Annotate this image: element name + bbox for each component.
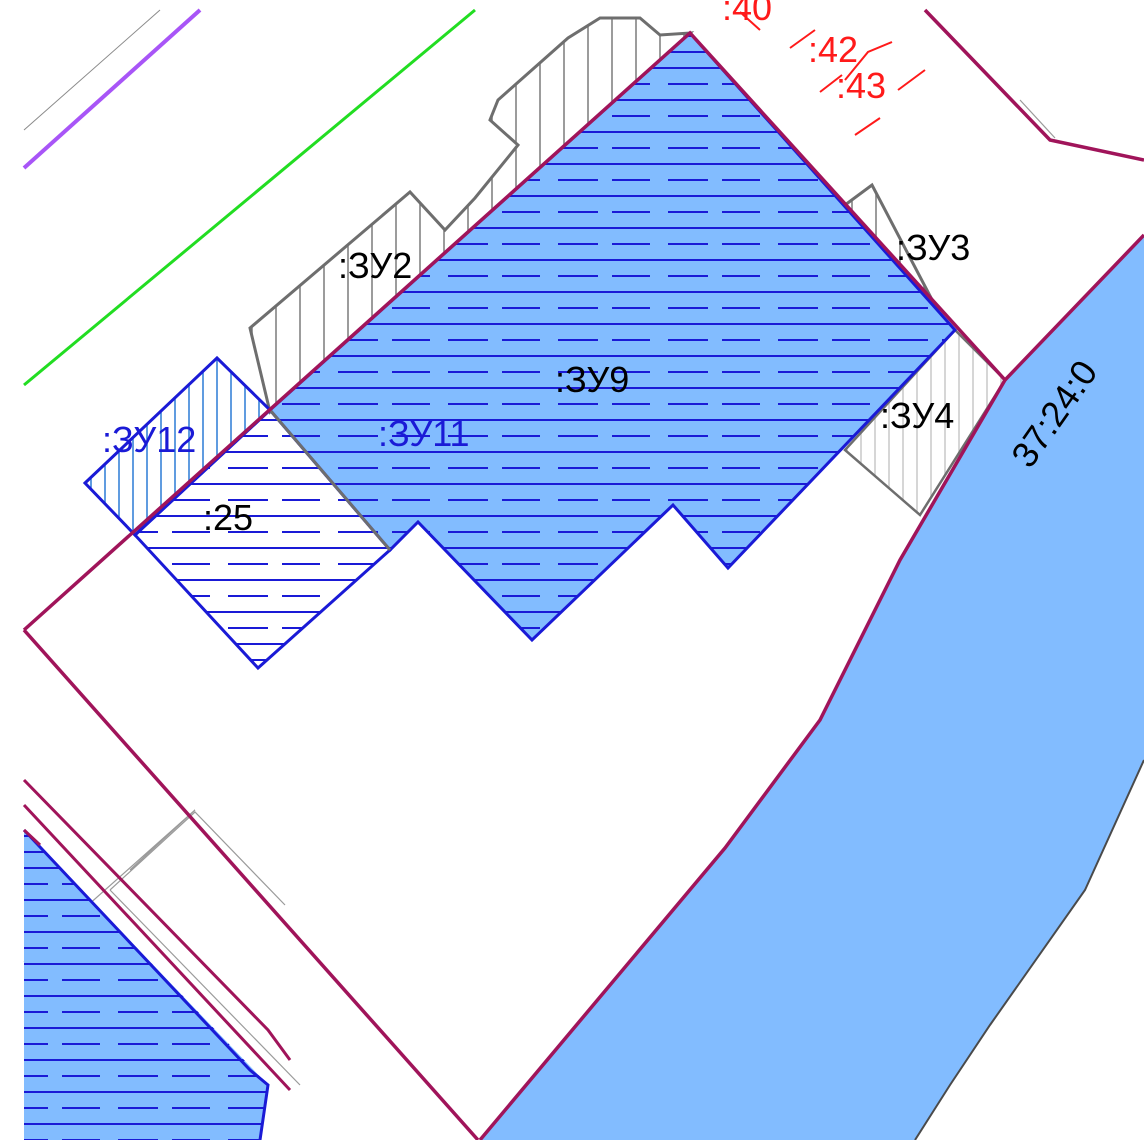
parcel-zu9-hatch bbox=[270, 33, 955, 640]
label-zu2: :ЗУ2 bbox=[338, 245, 412, 286]
label-42: :42 bbox=[808, 29, 858, 70]
parcel-boundary-lower-left-edge bbox=[22, 803, 292, 1092]
parcel-blue-left-edge bbox=[22, 828, 270, 1140]
road-line-thin bbox=[23, 9, 161, 131]
neighbor-outline-bottom bbox=[109, 889, 301, 1086]
parcel-boundary-left-lower bbox=[22, 778, 292, 1061]
label-25: :25 bbox=[203, 497, 253, 538]
marker-42 bbox=[739, 11, 893, 81]
parcel-boundary-top-right bbox=[923, 8, 1144, 162]
road-stripe-right-edge bbox=[914, 759, 1144, 1140]
label-zu11: :ЗУ11 bbox=[378, 413, 470, 454]
parcel-boundary-road bbox=[1003, 233, 1144, 382]
parcel-zu2[interactable] bbox=[248, 16, 695, 415]
road-stripe-right[interactable] bbox=[480, 235, 1144, 1140]
marker-43 bbox=[819, 69, 926, 136]
zu11-divider bbox=[268, 409, 392, 551]
label-zu12: :ЗУ12 bbox=[102, 419, 196, 460]
label-zu9: :ЗУ9 bbox=[555, 359, 629, 400]
road-line-purple bbox=[22, 8, 202, 170]
parcel-boundary-main bbox=[22, 30, 1008, 1140]
label-43: :43 bbox=[836, 65, 886, 106]
label-zu3: :ЗУ3 bbox=[896, 227, 970, 268]
label-40: :40 bbox=[722, 0, 772, 28]
neighbor-outline-top-right bbox=[1019, 99, 1056, 139]
parcel-boundary-left bbox=[22, 628, 480, 1140]
parcel-blue-left-hatch bbox=[24, 830, 268, 1140]
label-zu4: :ЗУ4 bbox=[880, 395, 954, 436]
road-line-green bbox=[23, 8, 476, 387]
